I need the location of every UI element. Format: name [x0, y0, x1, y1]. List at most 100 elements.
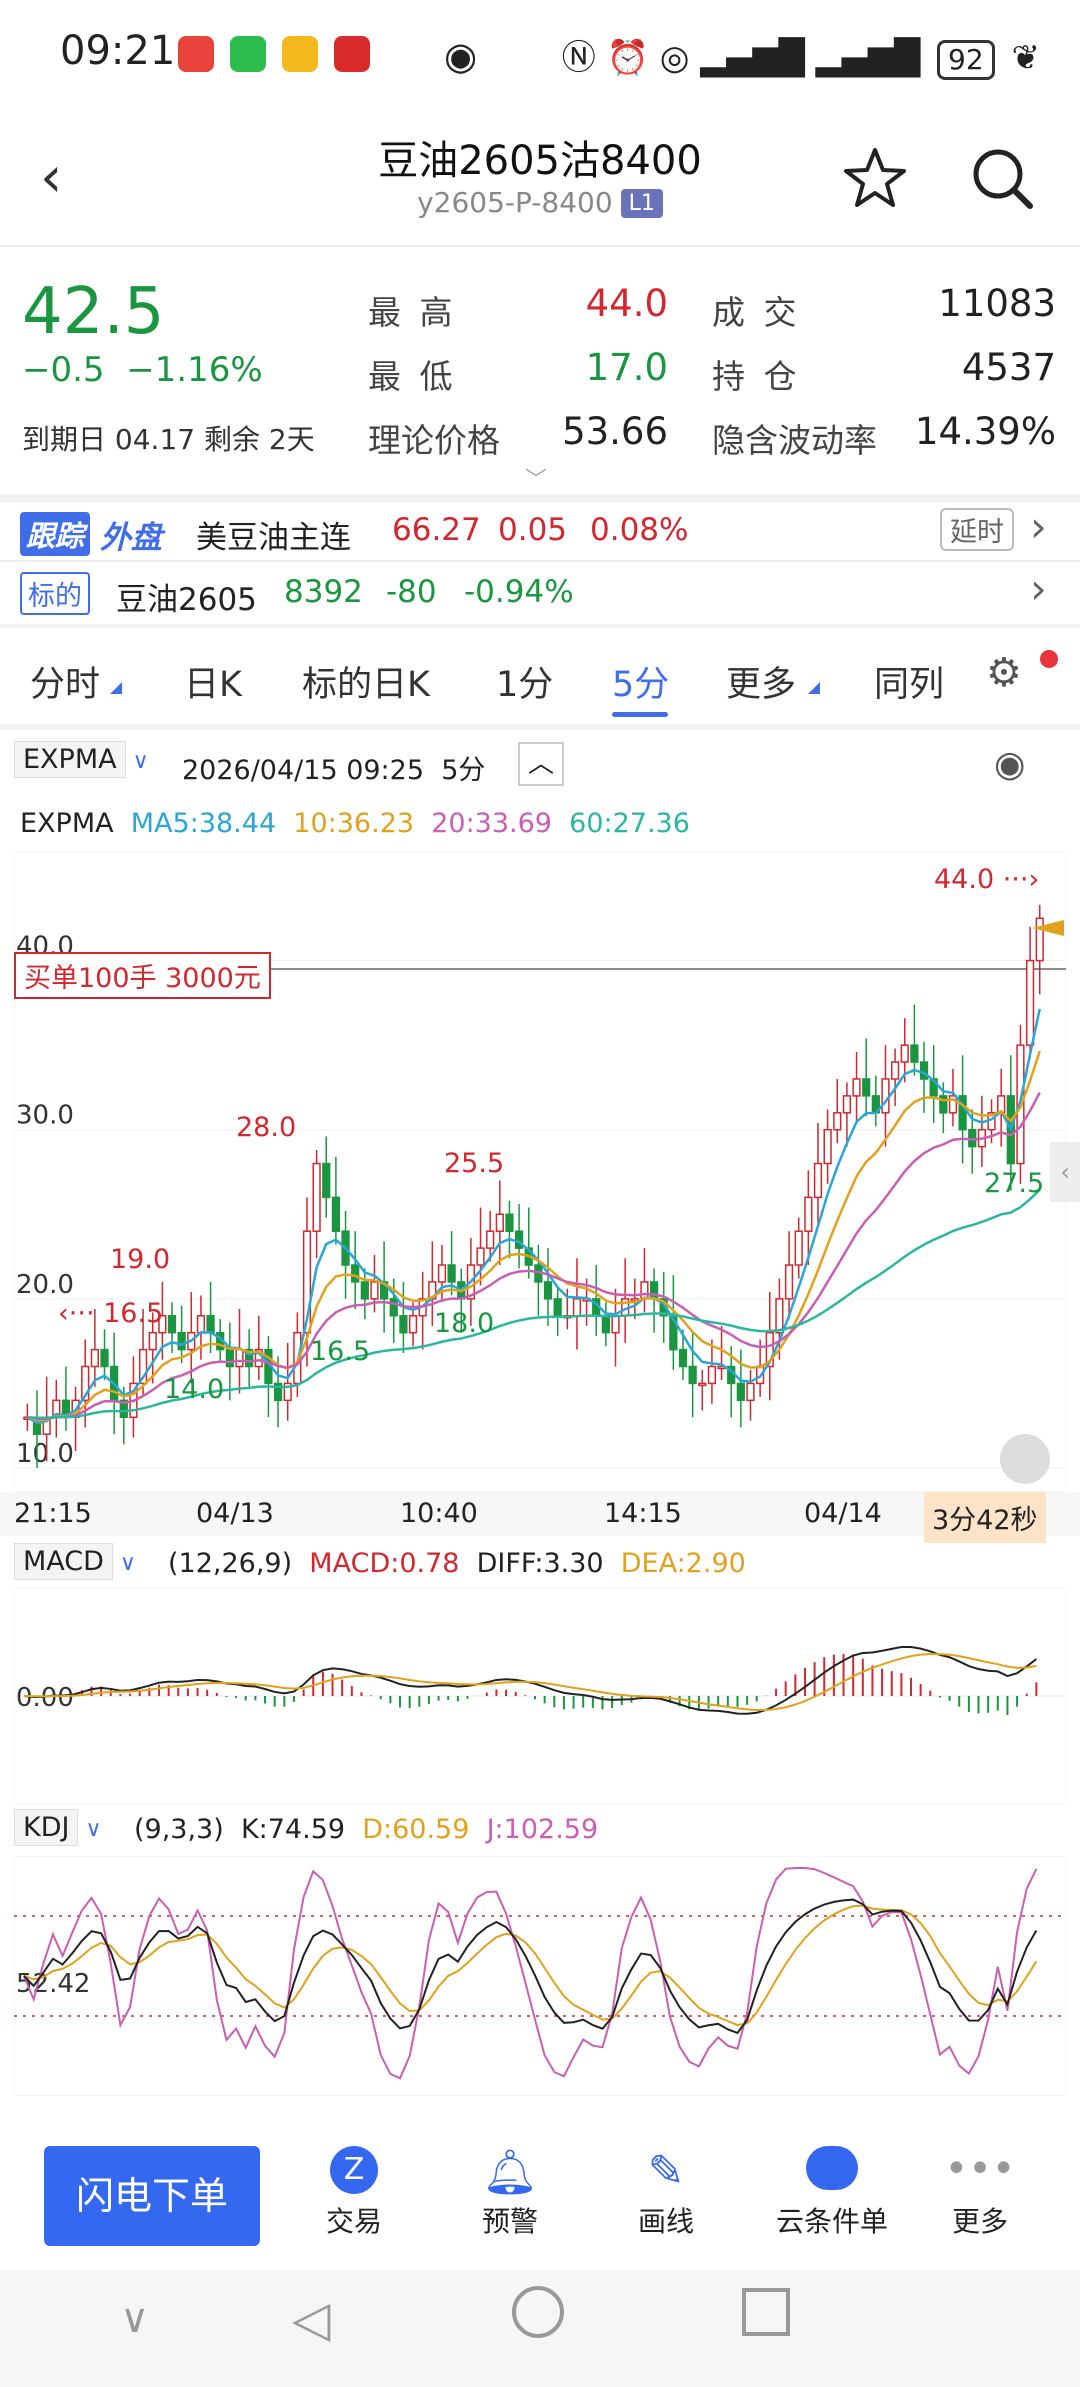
more-label: 更多 [951, 2205, 1008, 2238]
favorite-star-icon[interactable] [842, 146, 908, 210]
search-icon[interactable] [970, 146, 1036, 212]
order-tag[interactable]: 买单100手 3000元 [14, 952, 271, 999]
nav-down-icon[interactable]: ∨ [120, 2296, 150, 2342]
candle [360, 1268, 369, 1320]
mail-icon [282, 36, 318, 72]
external-price: 66.27 [392, 512, 481, 548]
datetime-text: 2026/04/15 09:25 [182, 755, 425, 786]
leaf-icon: ❦ [1011, 38, 1041, 78]
remaining-label: 剩余 [204, 423, 261, 456]
alert-button[interactable]: 🔔︎ 预警 [440, 2146, 580, 2240]
flash-order-button[interactable]: 闪电下单 [44, 2146, 260, 2246]
candlestick-chart[interactable]: 40.030.020.010.044.0 ···›27.528.025.519.… [14, 852, 1066, 1492]
j-line [23, 1867, 1038, 2080]
nav-home-icon[interactable] [512, 2286, 564, 2338]
external-name: 美豆油主连 [196, 520, 351, 556]
more-button[interactable]: ••• 更多 [910, 2146, 1050, 2240]
diff-value: DIFF:3.30 [476, 1548, 604, 1579]
candle [775, 1278, 784, 1360]
alarm-icon: ⏰ [606, 38, 649, 78]
candle [399, 1281, 408, 1353]
cloud-icon [806, 2146, 858, 2190]
kdj-selector[interactable]: KDJ ∨ [14, 1809, 102, 1846]
price-annotation: 27.5 [984, 1168, 1044, 1199]
candle [678, 1329, 688, 1381]
chart-datetime: 2026/04/15 09:25 5分 [182, 748, 485, 787]
macd-selector[interactable]: MACD ∨ [14, 1543, 136, 1580]
external-pct: 0.08% [590, 512, 689, 548]
price-annotation: 19.0 [110, 1244, 170, 1275]
divider [0, 245, 1080, 247]
change-pct: −1.16% [126, 350, 263, 390]
oi-label: 持 仓 [712, 357, 801, 396]
clock: 09:21 [60, 28, 176, 74]
cloud-order-button[interactable]: 云条件单 [752, 2146, 912, 2240]
collapse-button[interactable]: ︿ [518, 742, 564, 786]
x-tick: 04/14 [804, 1498, 882, 1529]
trade-icon: Z [330, 2146, 378, 2194]
candle [958, 1055, 967, 1164]
tab-5min[interactable]: 5分 [612, 665, 670, 705]
indicator-selector[interactable]: EXPMA ∨ [14, 741, 149, 778]
macd-name: MACD [14, 1543, 113, 1580]
candle [1025, 926, 1035, 1059]
track-badge: 跟踪 [20, 512, 91, 556]
tab-timeshare[interactable]: 分时 [30, 665, 101, 705]
candle [495, 1180, 504, 1266]
kdj-chart[interactable]: 52.42 [14, 1856, 1066, 2096]
contract-code: y2605-P-8400 L1 [0, 186, 1080, 219]
theory-label: 理论价格 [368, 421, 500, 460]
candle [138, 1309, 148, 1397]
tab-more[interactable]: 更多 [726, 665, 797, 705]
kdj-y-tick: 52.42 [16, 1969, 90, 1999]
expand-chevron-icon[interactable]: ﹀ [525, 468, 548, 493]
tab-daily-k[interactable]: 日K [184, 665, 242, 705]
volume-label: 成 交 [712, 293, 801, 332]
wechat-icon [230, 36, 266, 72]
back-icon[interactable]: ‹ [40, 145, 63, 210]
trade-button[interactable]: Z 交易 [284, 2146, 424, 2240]
tab-same-series[interactable]: 同列 [874, 665, 945, 705]
tab-underlying-daily-k[interactable]: 标的日K [302, 665, 430, 705]
fullscreen-icon[interactable] [1000, 1434, 1050, 1484]
x-tick: 10:40 [400, 1498, 478, 1529]
kdj-params: (9,3,3) [134, 1814, 224, 1845]
y-tick-label: 30.0 [16, 1101, 74, 1131]
candle [784, 1231, 794, 1320]
eye-icon[interactable]: ◉ [994, 744, 1026, 785]
app-notification-icon [178, 36, 214, 72]
kdj-values: (9,3,3) K:74.59 D:60.59 J:102.59 [134, 1814, 598, 1845]
status-bar: 09:21 ◉ Ⓝ ⏰ ◎ ▂▄▆█ ▂▄▆█ 92 ❦ [0, 0, 1080, 110]
gear-icon[interactable]: ⚙ [986, 650, 1022, 696]
eye-icon: ◉ [444, 34, 478, 78]
candle [476, 1207, 485, 1286]
nav-recent-icon[interactable] [742, 2288, 790, 2336]
price-annotation: 14.0 [164, 1374, 224, 1405]
underlying-row[interactable]: 标的 豆油2605 8392 -80 -0.94% › [0, 562, 1080, 624]
nav-back-icon[interactable]: ◁ [292, 2290, 331, 2348]
price-annotation: 44.0 ···› [934, 864, 1039, 895]
divider [0, 724, 1080, 730]
draw-button[interactable]: ✎ 画线 [596, 2146, 736, 2240]
status-icons: Ⓝ ⏰ ◎ ▂▄▆█ ▂▄▆█ 92 ❦ [562, 30, 1040, 80]
underlying-badge: 标的 [20, 572, 90, 615]
low-value: 17.0 [585, 346, 668, 389]
candle [486, 1210, 495, 1262]
candle [81, 1339, 90, 1428]
external-market-row[interactable]: 跟踪 外盘 美豆油主连 66.27 0.05 0.08% 延时 › [0, 500, 1080, 562]
candle [688, 1332, 697, 1418]
macd-chart[interactable]: 0.00 [14, 1588, 1066, 1804]
price-annotation: ‹··· 16.5 [58, 1298, 163, 1329]
chevron-right-icon: › [1030, 564, 1047, 613]
ema-line [26, 1008, 1041, 1425]
draw-label: 画线 [637, 2205, 694, 2238]
divider [0, 560, 1080, 562]
side-expand-handle[interactable]: ‹ [1050, 1142, 1080, 1202]
external-badge: 外盘 [100, 520, 162, 556]
candle [514, 1204, 524, 1269]
tab-1min[interactable]: 1分 [496, 665, 554, 705]
candle [929, 1045, 938, 1123]
low-label: 最 低 [368, 357, 457, 396]
volume-value: 11083 [938, 282, 1056, 325]
top-header: ‹ 豆油2605沽8400 y2605-P-8400 L1 [0, 110, 1080, 245]
